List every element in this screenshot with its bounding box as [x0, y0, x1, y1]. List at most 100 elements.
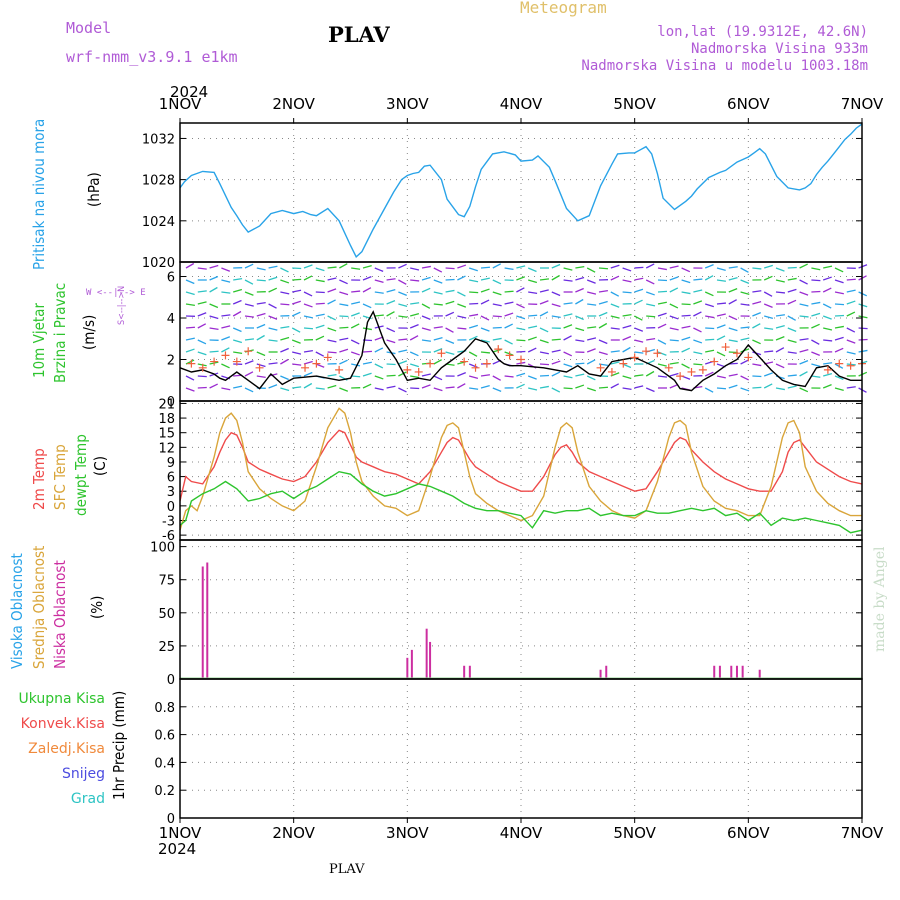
- wind-barb: [716, 324, 726, 329]
- temperature-sfc-line: [179, 407, 862, 531]
- wind-barb: [587, 337, 597, 341]
- wind-barb: [528, 387, 538, 391]
- wind-barb: [398, 263, 407, 269]
- wind-barb: [634, 299, 643, 305]
- wind-barb: [716, 375, 726, 379]
- wind-barb: [657, 290, 668, 293]
- ytick-label: 0: [167, 812, 175, 827]
- wind-barb: [480, 327, 490, 332]
- legend-snijeg: Snijeg: [61, 766, 105, 782]
- wind-barb: [539, 278, 550, 281]
- wind-barb: [469, 375, 479, 379]
- wind-barb: [716, 267, 726, 271]
- wind-frame: [179, 261, 863, 402]
- wind-barb: [811, 301, 821, 305]
- wind-barb: [398, 315, 408, 318]
- wind-barb: [575, 315, 584, 321]
- wind-barb: [468, 351, 478, 357]
- wind-barb: [280, 303, 290, 306]
- wind-barb: [787, 374, 797, 377]
- wind-barb: [528, 325, 538, 329]
- wind-barb: [787, 299, 797, 305]
- wind-barb: [528, 314, 538, 317]
- wind-barb: [468, 363, 478, 368]
- wind-barb: [846, 300, 856, 305]
- wind-barb: [421, 327, 431, 331]
- ytick-label: 0.2: [154, 784, 175, 799]
- ytick-label: -6: [162, 529, 175, 544]
- wind-barb: [433, 267, 443, 273]
- wind-barb: [575, 265, 585, 269]
- year-bottom: 2024: [158, 840, 197, 858]
- wind-wind_speed-line: [179, 310, 862, 392]
- wind-barb: [410, 302, 420, 305]
- wind-barb: [492, 315, 502, 318]
- wind-barb: [374, 291, 384, 294]
- wind-barb: [716, 302, 727, 305]
- wind-barb: [421, 339, 432, 342]
- wind-barb: [398, 291, 407, 296]
- wind-barb: [681, 363, 690, 369]
- wind-barb: [398, 387, 407, 393]
- wind-barb: [563, 313, 573, 317]
- wind-barb: [244, 338, 255, 341]
- wind-barb: [244, 279, 254, 285]
- wind-barb: [492, 387, 502, 392]
- wind-barb: [657, 312, 667, 317]
- wind-barb: [350, 339, 360, 345]
- wind-barb: [280, 325, 290, 329]
- wind-barb: [221, 291, 231, 294]
- wind-barb: [669, 361, 679, 365]
- wind-barb: [752, 386, 762, 389]
- gust-mark: [187, 359, 196, 368]
- wind-barb: [292, 278, 302, 281]
- pressure-slp-line: [179, 123, 863, 259]
- wind-barb: [728, 373, 738, 377]
- model-name: wrf-nmm_v3.9.1 e1km: [66, 48, 238, 66]
- wind-barb: [516, 372, 526, 377]
- wind-barb: [303, 275, 313, 281]
- wind-barb: [398, 371, 407, 377]
- wind-barb: [822, 315, 832, 320]
- wind-barb: [858, 303, 868, 308]
- wind-barb: [705, 303, 714, 308]
- wind-barb: [209, 303, 219, 309]
- wind-barb: [291, 339, 301, 344]
- wind-barb: [693, 363, 703, 366]
- wind-barb: [504, 375, 514, 378]
- model-altitude-label: Nadmorska Visina u modelu 1003.18m: [581, 58, 868, 74]
- gust-mark: [607, 367, 616, 376]
- wind-barb: [622, 291, 632, 294]
- wind-barb: [315, 313, 325, 317]
- wind-barb: [693, 289, 703, 293]
- xtick-label: 1NOV: [159, 824, 202, 842]
- wind-barb: [362, 303, 372, 309]
- wind-barb: [752, 312, 761, 317]
- wind-barb: [268, 384, 278, 389]
- wind-barb: [244, 291, 254, 296]
- wind-barb: [268, 265, 278, 269]
- model-label: Model: [66, 19, 112, 37]
- gust-mark: [244, 347, 253, 356]
- ytick-label: 0.4: [154, 756, 175, 771]
- wind-barb: [775, 325, 785, 329]
- wind-barb: [292, 363, 302, 366]
- wind-barb: [339, 337, 349, 341]
- wind-barb: [315, 324, 325, 329]
- wind-barbs: [185, 262, 868, 393]
- wind-barb: [610, 275, 620, 281]
- wind-barb: [386, 289, 396, 293]
- wind-barb: [598, 289, 608, 293]
- wind-barb: [209, 275, 219, 281]
- gust-mark: [721, 343, 730, 352]
- wind-barb: [752, 323, 761, 329]
- wind-barb: [586, 359, 596, 365]
- wind-barb: [799, 291, 809, 296]
- wind-barb: [327, 277, 337, 281]
- wind-barb: [492, 291, 502, 296]
- wind-barb: [811, 312, 821, 317]
- wind-barb: [410, 363, 419, 368]
- wind-barb: [410, 375, 420, 379]
- wind-barb: [303, 291, 313, 297]
